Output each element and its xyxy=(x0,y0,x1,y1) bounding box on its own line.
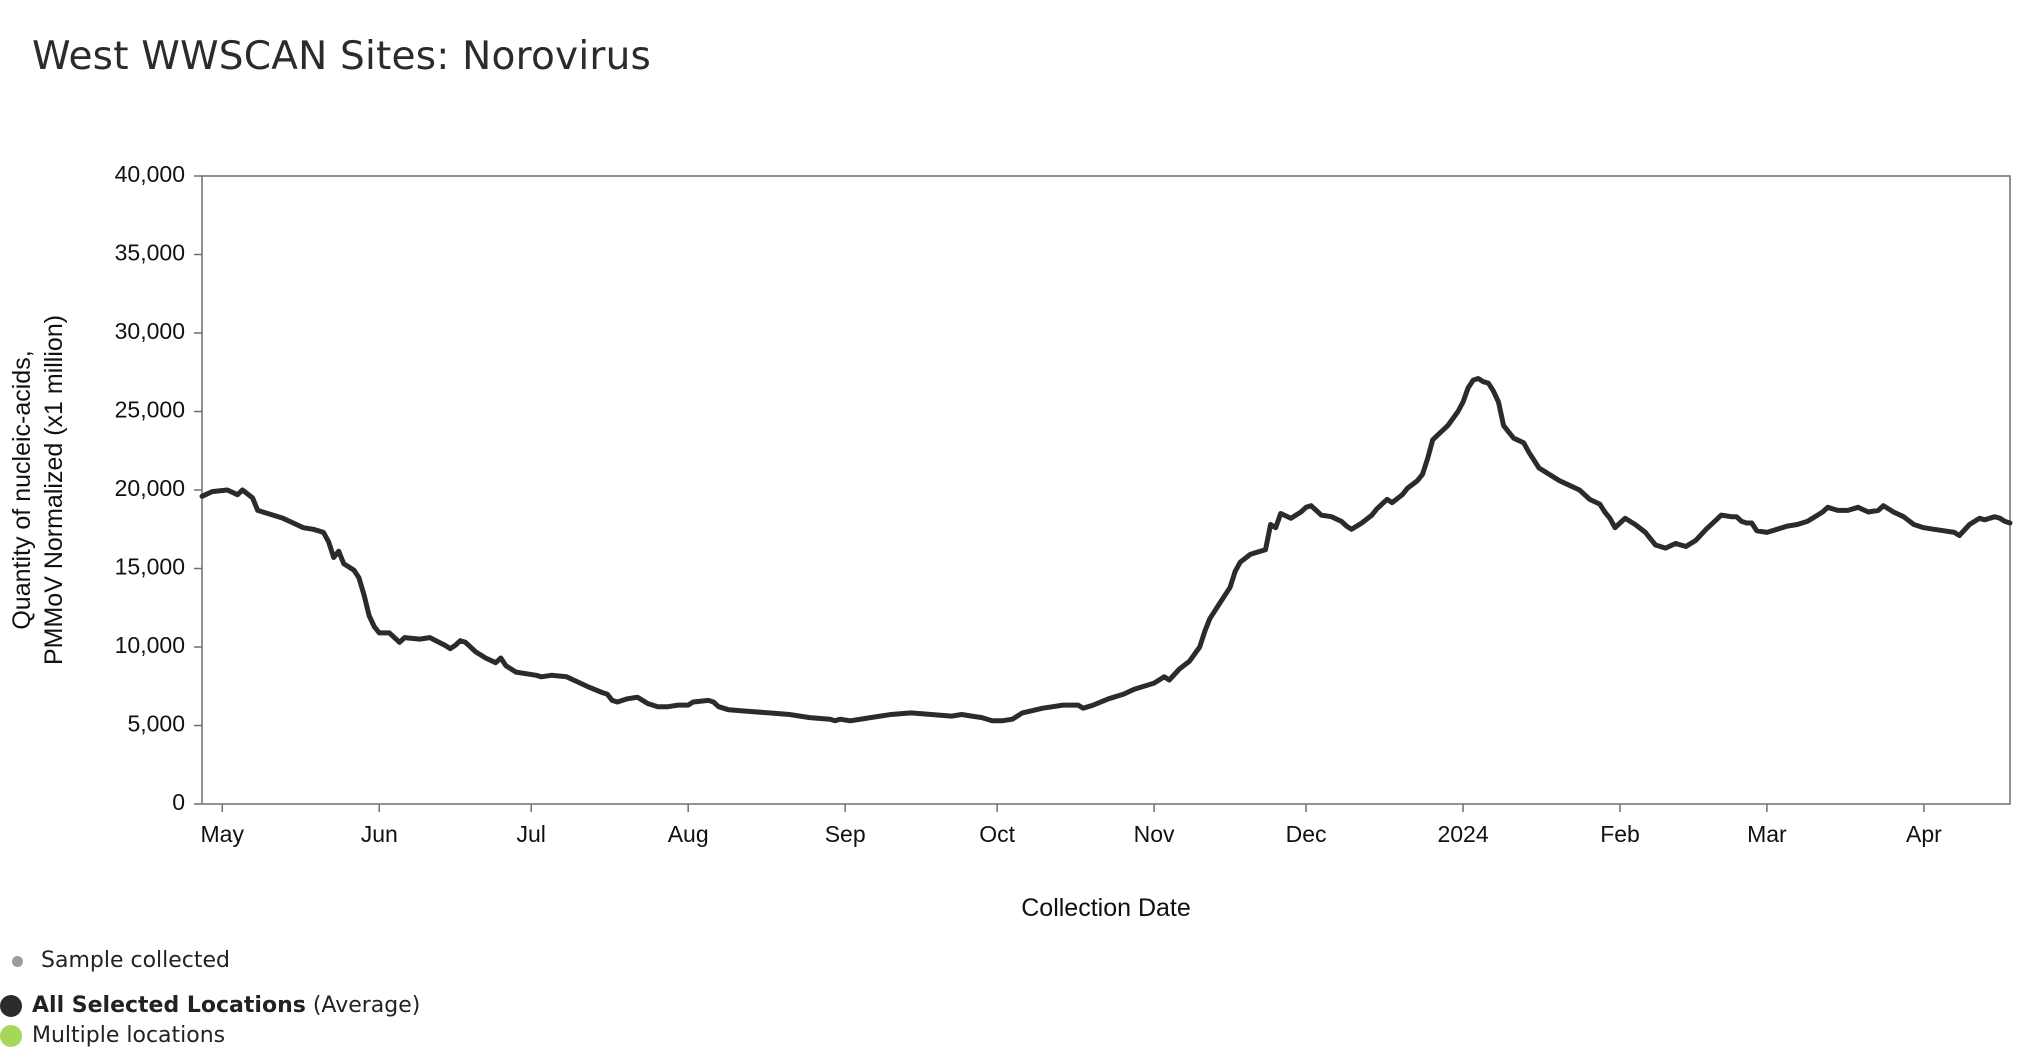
y-tick-label: 10,000 xyxy=(115,632,185,658)
sample-dot-icon xyxy=(12,955,23,967)
chart-title: West WWSCAN Sites: Norovirus xyxy=(32,34,652,79)
average-dot-icon xyxy=(0,995,22,1017)
legend-average-label: All Selected Locations xyxy=(32,993,306,1018)
y-tick-label: 25,000 xyxy=(115,397,185,423)
legend-sample-label: Sample collected xyxy=(41,948,231,973)
x-tick-label: Dec xyxy=(1286,821,1327,847)
y-axis-label-line-2: PMMoV Normalized (x1 million) xyxy=(40,315,68,665)
line-chart: 0 5,000 10,000 15,000 20,000 25,000 30,000 35,0… xyxy=(8,161,2013,922)
legend-multiple-label: Multiple locations xyxy=(32,1023,226,1048)
x-tick-label: May xyxy=(201,821,245,847)
y-tick-label: 0 xyxy=(172,789,185,815)
legend-item-sample-collected: Sample collected xyxy=(12,948,230,973)
y-tick-label: 20,000 xyxy=(115,475,185,501)
plot-area xyxy=(201,175,2011,805)
y-tick-label: 40,000 xyxy=(115,161,185,187)
legend-average-suffix: (Average) xyxy=(312,993,421,1018)
y-tick-label: 5,000 xyxy=(127,711,185,737)
y-tick-label: 30,000 xyxy=(115,318,185,344)
x-tick-label: Mar xyxy=(1747,821,1787,847)
y-axis-ticks: 0 5,000 10,000 15,000 20,000 25,000 30,000 35,0… xyxy=(115,161,202,815)
series-line-all-selected-locations[interactable] xyxy=(199,376,2013,724)
x-axis-label: Collection Date xyxy=(1021,894,1191,922)
legend-item-all-selected-locations[interactable]: All Selected Locations (Average) xyxy=(0,993,420,1018)
x-tick-label: 2024 xyxy=(1437,821,1488,847)
x-tick-label: Jul xyxy=(516,821,545,847)
legend-item-multiple-locations[interactable]: Multiple locations xyxy=(0,1023,225,1048)
x-tick-label: Oct xyxy=(979,821,1015,847)
x-tick-label: Aug xyxy=(668,821,709,847)
y-tick-label: 35,000 xyxy=(115,240,185,266)
multiple-locations-dot-icon xyxy=(0,1025,22,1047)
x-tick-label: Jun xyxy=(361,821,398,847)
x-tick-label: Nov xyxy=(1134,821,1175,847)
y-axis-label-line-1: Quantity of nucleic-acids, xyxy=(8,350,36,629)
y-tick-label: 15,000 xyxy=(115,554,185,580)
x-axis-ticks: May Jun Jul Aug Sep Oct Nov Dec 2024 Feb Mar Apr xyxy=(201,804,1942,847)
x-tick-label: Feb xyxy=(1600,821,1640,847)
x-tick-label: Apr xyxy=(1906,821,1942,847)
series-layer xyxy=(199,376,2013,724)
x-tick-label: Sep xyxy=(825,821,866,847)
